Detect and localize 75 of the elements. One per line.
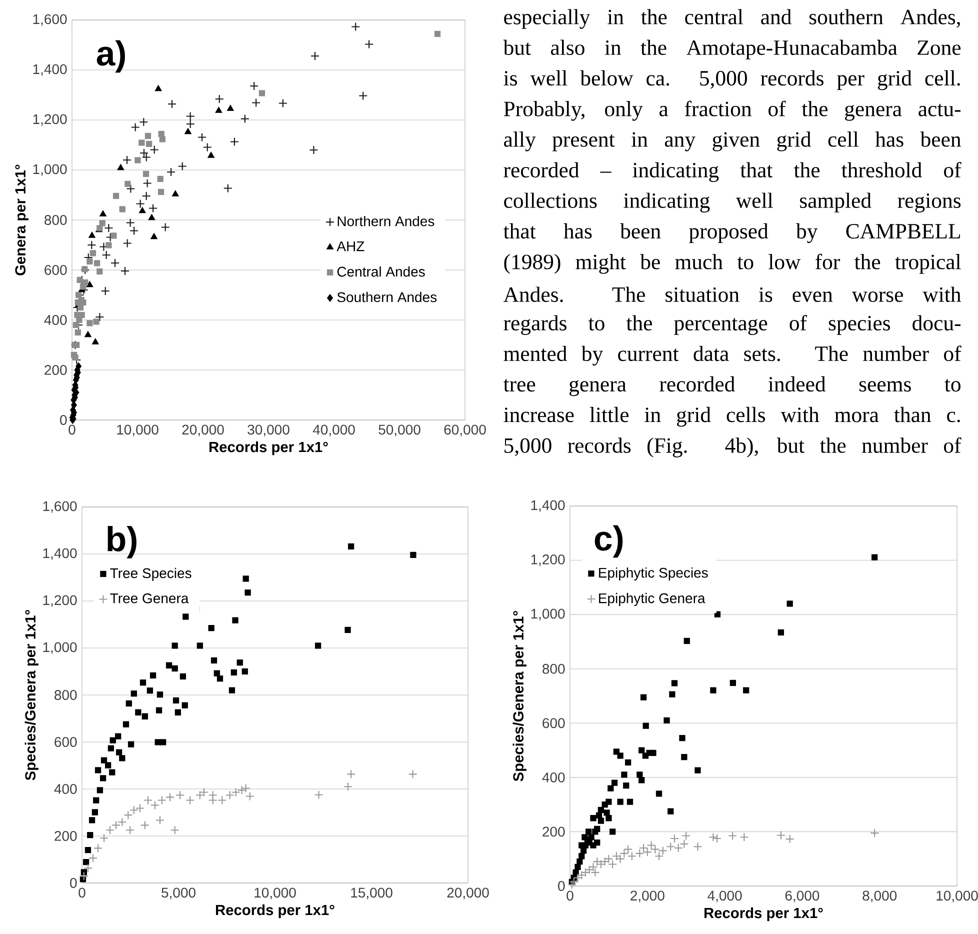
text: (1989) might be much to low for the tropical <box>504 254 961 274</box>
y-tick-label: 0 <box>558 881 565 891</box>
legend-label: Tree Genera <box>110 593 189 604</box>
y-tick-label: 800 <box>54 690 77 700</box>
text: tree genera recorded indeed seems to <box>503 376 960 396</box>
text: mented by current data sets. The number of <box>504 346 962 366</box>
text: 5,000 records (Fig. 4b), but the number of <box>504 437 962 458</box>
x-tick-label: 15,000 <box>351 888 392 900</box>
text: Andes. The situation is even worse with <box>503 286 961 302</box>
x-tick-label: 0 <box>566 890 574 901</box>
text: regards to the percentage of species docu- <box>504 314 960 335</box>
text: ally present in any given grid cell has been <box>504 132 961 152</box>
y-tick-label: 1,000 <box>531 608 565 620</box>
legend-label: AHZ <box>336 241 364 252</box>
x-tick-label: 4,000 <box>708 890 742 902</box>
x-tick-label: 10,000 <box>936 890 978 902</box>
y-tick-label: 200 <box>54 831 77 841</box>
legend-label: Epiphytic Genera <box>599 592 706 606</box>
x-tick-label: 20,000 <box>182 424 224 436</box>
y-tick-label: 400 <box>44 315 67 325</box>
x-tick-label: 30,000 <box>248 424 290 436</box>
y-tick-label: 1,000 <box>43 642 77 654</box>
annotation: c) <box>594 525 623 558</box>
x-tick-label: 5,000 <box>162 888 196 900</box>
legend-label: Central Andes <box>337 266 425 277</box>
text: increase little in grid cells with mora than c. <box>504 406 960 427</box>
x-tick-label: 50,000 <box>378 424 420 436</box>
y-tick-label: 200 <box>542 826 565 837</box>
text: that has been proposed by CAMPBELL <box>503 223 960 244</box>
annotation: b) <box>108 526 136 558</box>
y-tick-label: 600 <box>54 737 77 747</box>
y-tick-label: 1,600 <box>43 501 77 513</box>
text: recorded – indicating that the threshold of <box>504 162 962 182</box>
y-tick-label: 600 <box>542 718 565 728</box>
y-axis-title: Genera per 1x1° <box>15 164 28 276</box>
y-tick-label: 1,600 <box>33 14 67 26</box>
y-tick-label: 0 <box>60 415 67 425</box>
y-tick-label: 1,200 <box>43 595 77 607</box>
y-tick-label: 1,400 <box>33 64 67 76</box>
y-tick-label: 400 <box>54 784 77 794</box>
text: especially in the central and southern Andes, <box>504 9 960 29</box>
annotation: a) <box>96 40 125 73</box>
text: is well below ca. 5,000 records per grid cell. <box>504 70 960 90</box>
x-tick-label: 20,000 <box>447 888 489 900</box>
x-tick-label: 8,000 <box>862 890 897 902</box>
x-tick-label: 2,000 <box>630 890 664 902</box>
x-tick-label: 10,000 <box>254 888 296 900</box>
y-tick-label: 600 <box>44 265 67 275</box>
legend-label: Northern Andes <box>338 216 434 226</box>
y-tick-label: 400 <box>542 772 565 782</box>
y-tick-label: 1,000 <box>33 164 67 176</box>
y-tick-label: 0 <box>70 878 77 888</box>
legend-label: Epiphytic Species <box>599 567 708 581</box>
legend-label: Tree Species <box>110 568 192 581</box>
x-tick-label: 40,000 <box>312 424 355 436</box>
y-axis-title: Species/Genera per 1x1° <box>512 610 526 782</box>
y-tick-label: 1,400 <box>43 548 77 560</box>
y-axis-title: Species/Genera per 1x1° <box>24 610 38 780</box>
text: Probably, only a fraction of the genera actu- <box>504 100 960 121</box>
x-axis-title: Records per 1x1° <box>704 907 823 922</box>
y-tick-label: 200 <box>44 365 67 375</box>
text: but also in the Amotape-Hunacabamba Zone <box>503 40 961 60</box>
y-tick-label: 1,400 <box>531 500 565 512</box>
x-tick-label: 6,000 <box>785 890 820 902</box>
x-tick-label: 0 <box>78 888 86 898</box>
text: collections indicating well sampled regions <box>504 192 961 212</box>
x-axis-title: Records per 1x1° <box>216 904 334 918</box>
y-tick-label: 800 <box>44 215 67 225</box>
x-tick-label: 60,000 <box>444 424 486 436</box>
y-tick-label: 1,200 <box>531 554 565 566</box>
legend-label: Southern Andes <box>337 292 437 302</box>
y-tick-label: 1,200 <box>33 114 67 126</box>
x-axis-title: Records per 1x1° <box>209 441 328 456</box>
x-tick-label: 10,000 <box>117 424 158 436</box>
y-tick-label: 800 <box>542 664 565 674</box>
